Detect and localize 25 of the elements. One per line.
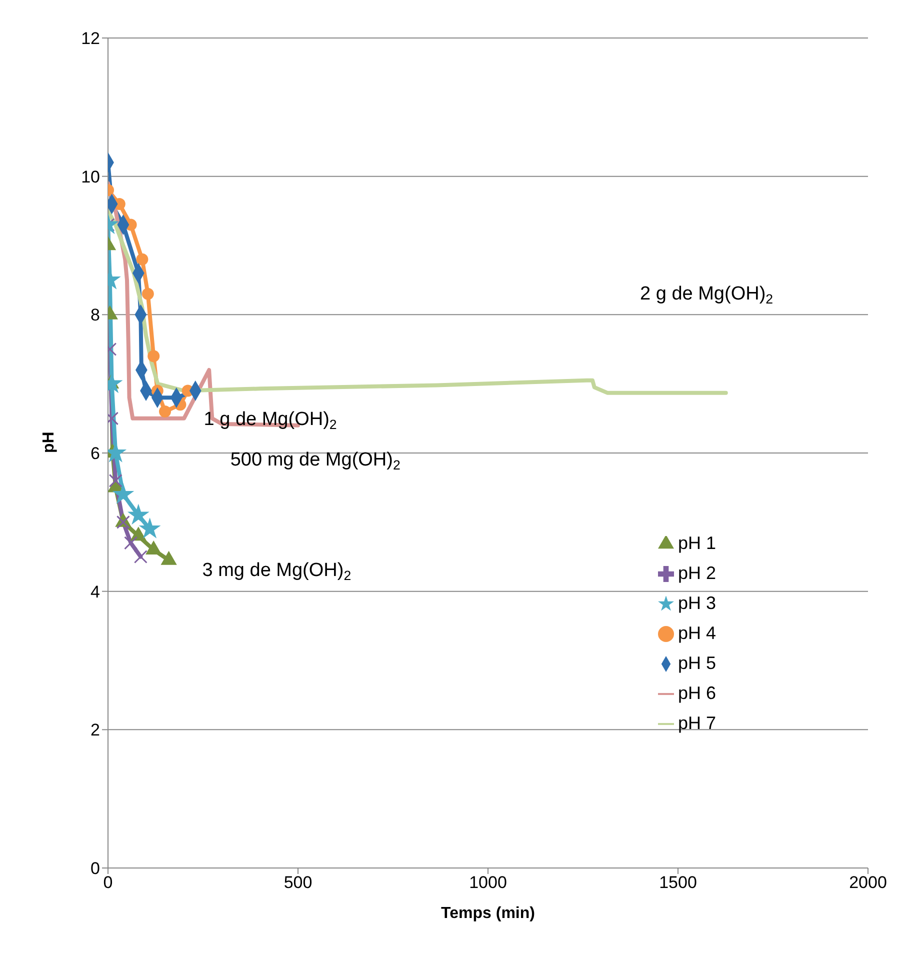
legend-label: pH 7 (678, 713, 716, 733)
legend-label: pH 1 (678, 533, 716, 553)
y-tick-label: 0 (90, 859, 100, 878)
annotation: 2 g de Mg(OH)$_{2}$ (640, 283, 774, 306)
legend-label: pH 4 (678, 623, 716, 643)
annotation: 1 g de Mg(OH)$_{2}$ (204, 408, 337, 432)
y-tick-label: 2 (90, 720, 100, 740)
annotation: 3 mg de Mg(OH)$_{2}$ (202, 560, 352, 583)
legend-label: pH 6 (678, 683, 716, 703)
y-axis-title: pH (40, 432, 58, 453)
y-tick-label: 10 (81, 167, 100, 186)
y-tick-label: 4 (90, 582, 100, 602)
annotation: 500 mg de Mg(OH)$_{2}$ (230, 449, 400, 472)
x-tick-label: 1000 (469, 873, 507, 892)
x-tick-label: 1500 (659, 873, 697, 892)
y-tick-label: 12 (81, 29, 100, 48)
legend-label: pH 2 (678, 563, 716, 583)
x-tick-label: 0 (103, 873, 113, 892)
x-tick-label: 2000 (849, 873, 887, 892)
y-tick-label: 8 (90, 306, 100, 325)
x-axis-title: Temps (min) (441, 905, 535, 922)
y-tick-label: 6 (90, 444, 100, 464)
legend-label: pH 3 (678, 593, 716, 613)
x-tick-label: 500 (284, 873, 312, 892)
legend-label: pH 5 (678, 653, 716, 673)
